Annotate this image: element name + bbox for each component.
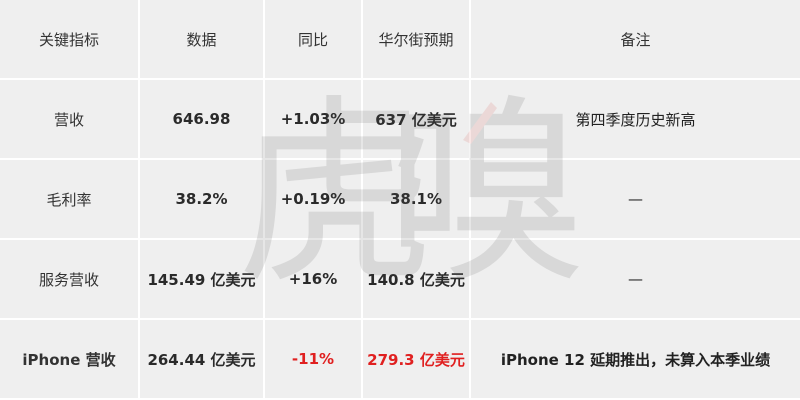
note-cell: iPhone 12 延期推出，未算入本季业绩 — [471, 320, 800, 400]
header-metric: 关键指标 — [0, 0, 140, 80]
value-cell: 264.44 亿美元 — [140, 320, 265, 400]
metric-name-cell: 毛利率 — [0, 160, 140, 240]
metric-name-cell: iPhone 营收 — [0, 320, 140, 400]
table-row: 毛利率 38.2% +0.19% 38.1% — — [0, 160, 800, 240]
note-cell: — — [471, 160, 800, 240]
table-row: 营收 646.98 +1.03% 637 亿美元 第四季度历史新高 — [0, 80, 800, 160]
header-value: 数据 — [140, 0, 265, 80]
yoy-cell: +1.03% — [265, 80, 363, 160]
yoy-cell: +0.19% — [265, 160, 363, 240]
table-header-row: 关键指标 数据 同比 华尔街预期 备注 — [0, 0, 800, 80]
note-cell: — — [471, 240, 800, 320]
value-cell: 145.49 亿美元 — [140, 240, 265, 320]
expectation-cell-highlight: 279.3 亿美元 — [363, 320, 471, 400]
value-cell: 646.98 — [140, 80, 265, 160]
header-expectation: 华尔街预期 — [363, 0, 471, 80]
metric-name-cell: 营收 — [0, 80, 140, 160]
expectation-cell: 140.8 亿美元 — [363, 240, 471, 320]
expectation-cell: 38.1% — [363, 160, 471, 240]
table-row: 服务营收 145.49 亿美元 +16% 140.8 亿美元 — — [0, 240, 800, 320]
yoy-cell: +16% — [265, 240, 363, 320]
table-row: iPhone 营收 264.44 亿美元 -11% 279.3 亿美元 iPho… — [0, 320, 800, 400]
metric-name-cell: 服务营收 — [0, 240, 140, 320]
header-note: 备注 — [471, 0, 800, 80]
note-cell: 第四季度历史新高 — [471, 80, 800, 160]
header-yoy: 同比 — [265, 0, 363, 80]
expectation-cell: 637 亿美元 — [363, 80, 471, 160]
yoy-cell-negative: -11% — [265, 320, 363, 400]
value-cell: 38.2% — [140, 160, 265, 240]
